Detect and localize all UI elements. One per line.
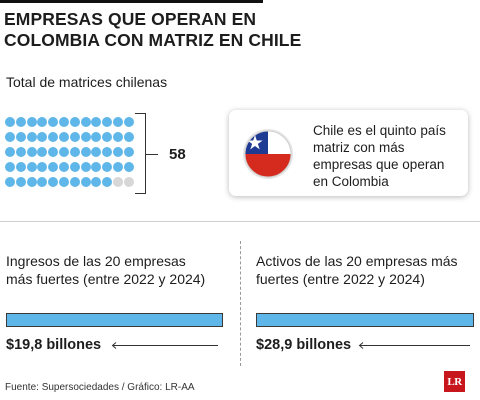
chile-flag-icon	[242, 128, 294, 180]
matrix-dot	[26, 147, 37, 157]
matrix-dot	[15, 132, 26, 142]
matrix-dot	[69, 162, 80, 172]
page-title: EMPRESAS QUE OPERAN EN COLOMBIA CON MATR…	[4, 9, 301, 51]
source-note: Fuente: Supersociedades / Gráfico: LR-AA	[5, 382, 195, 393]
assets-bar	[256, 313, 474, 327]
matrix-dot	[69, 177, 80, 187]
matrix-dot	[69, 117, 80, 127]
revenue-bar	[6, 313, 223, 327]
matrix-dot	[80, 117, 91, 127]
matrix-dot	[5, 162, 15, 172]
matrix-dot	[113, 132, 123, 142]
matrix-dot	[69, 147, 80, 157]
matrix-dot	[48, 162, 59, 172]
revenue-label: Ingresos de las 20 empresas más fuertes …	[6, 253, 206, 287]
matrix-dot	[80, 162, 91, 172]
matrix-dot	[80, 132, 91, 142]
revenue-value: $19,8 billones	[6, 337, 102, 353]
matrix-dot	[102, 132, 113, 142]
matrix-dot	[91, 162, 102, 172]
matrix-dot	[37, 117, 48, 127]
total-bracket-tick	[146, 154, 158, 156]
matrix-dot	[102, 147, 113, 157]
chile-callout-card: Chile es el quinto país matriz con más e…	[229, 110, 468, 196]
matrix-dot	[91, 132, 102, 142]
matrix-dot	[37, 147, 48, 157]
section-divider	[0, 221, 480, 222]
matrix-dot	[123, 162, 134, 172]
empty-dot	[123, 177, 134, 187]
matrix-dot	[15, 177, 26, 187]
matrix-dot	[48, 117, 59, 127]
revenue-arrow-icon	[111, 342, 218, 349]
matrix-dot	[59, 177, 69, 187]
matrix-dot	[48, 132, 59, 142]
lr-logo: LR	[444, 371, 465, 392]
matrix-dot	[5, 177, 15, 187]
matrix-dot	[123, 147, 134, 157]
matrix-dot	[59, 162, 69, 172]
matrix-dot	[113, 147, 123, 157]
matrix-dot	[5, 147, 15, 157]
matrix-dot	[37, 132, 48, 142]
total-bracket	[135, 113, 146, 194]
matrix-dot	[26, 132, 37, 142]
matrix-dot	[37, 162, 48, 172]
matrix-dot	[91, 147, 102, 157]
matrix-dot	[91, 177, 102, 187]
matrix-dot	[102, 177, 113, 187]
matrix-dot	[59, 117, 69, 127]
empty-dot	[113, 177, 123, 187]
matrix-dot	[113, 162, 123, 172]
matrices-subtitle: Total de matrices chilenas	[6, 74, 168, 90]
matrix-dot	[26, 117, 37, 127]
matrix-dot	[37, 177, 48, 187]
title-line-1: EMPRESAS QUE OPERAN EN	[4, 9, 257, 29]
assets-value: $28,9 billones	[256, 337, 352, 353]
matrix-dot	[102, 162, 113, 172]
title-line-2: COLOMBIA CON MATRIZ EN CHILE	[4, 30, 302, 50]
matrix-dot	[5, 117, 15, 127]
matrix-dot	[26, 177, 37, 187]
matrices-total: 58	[169, 146, 186, 163]
column-divider	[240, 241, 241, 366]
top-rule	[0, 0, 263, 3]
matrix-dot	[80, 147, 91, 157]
matrix-dot	[48, 177, 59, 187]
matrix-dot	[123, 132, 134, 142]
matrix-dot	[69, 132, 80, 142]
matrix-dot	[59, 132, 69, 142]
matrix-dot	[59, 147, 69, 157]
matrix-dot	[48, 147, 59, 157]
matrix-dot	[91, 117, 102, 127]
assets-arrow-icon	[358, 342, 470, 349]
matrix-dot	[5, 132, 15, 142]
matrix-dot	[80, 177, 91, 187]
matrix-dot	[15, 162, 26, 172]
assets-label: Activos de las 20 empresas más fuertes (…	[256, 253, 458, 287]
matrix-dot	[26, 162, 37, 172]
callout-text: Chile es el quinto país matriz con más e…	[313, 123, 446, 189]
matrix-dot	[123, 117, 134, 127]
matrix-dot	[15, 117, 26, 127]
matrix-dot	[15, 147, 26, 157]
matrix-dot	[113, 117, 123, 127]
matrix-dot	[102, 117, 113, 127]
